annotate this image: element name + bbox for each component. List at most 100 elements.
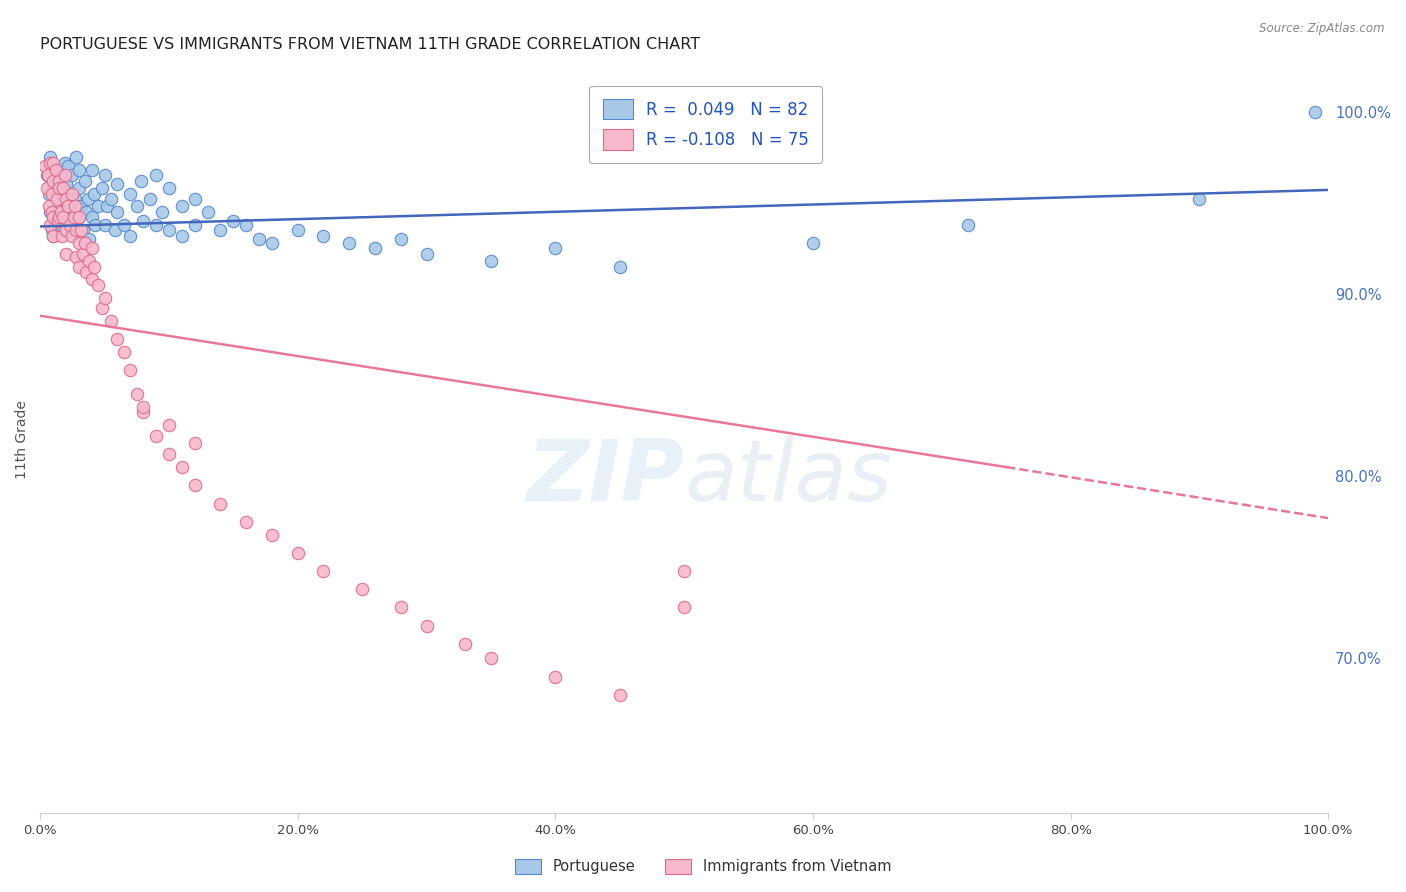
- Point: [58, 159, 80, 173]
- Point: [42, 204, 65, 219]
- Point: [37, 169, 59, 183]
- Point: [63, 199, 86, 213]
- Point: [145, 429, 167, 443]
- Point: [52, 211, 75, 225]
- Point: [42, 159, 65, 173]
- Point: [1188, 192, 1211, 206]
- Point: [105, 178, 128, 192]
- Text: Source: ZipAtlas.com: Source: ZipAtlas.com: [1260, 22, 1385, 36]
- Point: [93, 291, 115, 305]
- Point: [35, 169, 58, 183]
- Legend: R =  0.049   N = 82, R = -0.108   N = 75: R = 0.049 N = 82, R = -0.108 N = 75: [589, 86, 823, 163]
- Point: [389, 232, 412, 246]
- Point: [222, 214, 245, 228]
- Point: [67, 211, 90, 225]
- Point: [55, 192, 77, 206]
- Point: [55, 246, 77, 260]
- Point: [80, 272, 103, 286]
- Point: [60, 186, 83, 201]
- Point: [42, 178, 65, 192]
- Point: [183, 218, 205, 232]
- Point: [70, 223, 93, 237]
- Point: [59, 186, 82, 201]
- Point: [544, 241, 567, 255]
- Point: [100, 314, 122, 328]
- Point: [38, 199, 60, 213]
- Point: [45, 162, 67, 177]
- Point: [609, 260, 631, 274]
- Point: [67, 235, 90, 250]
- Point: [260, 235, 283, 250]
- Point: [60, 169, 83, 183]
- Point: [415, 618, 437, 632]
- Point: [183, 436, 205, 450]
- Point: [76, 204, 98, 219]
- Point: [41, 223, 63, 237]
- Point: [80, 162, 103, 177]
- Point: [105, 333, 128, 347]
- Point: [48, 181, 70, 195]
- Point: [209, 496, 232, 510]
- Point: [76, 265, 98, 279]
- Point: [479, 254, 502, 268]
- Point: [129, 174, 152, 188]
- Point: [42, 174, 65, 188]
- Point: [183, 478, 205, 492]
- Point: [60, 228, 83, 243]
- Text: ZIP: ZIP: [526, 435, 685, 518]
- Point: [125, 199, 148, 213]
- Legend: Portuguese, Immigrants from Vietnam: Portuguese, Immigrants from Vietnam: [509, 853, 897, 880]
- Point: [62, 211, 84, 225]
- Point: [100, 192, 122, 206]
- Point: [48, 192, 70, 206]
- Point: [48, 211, 70, 225]
- Point: [157, 418, 180, 433]
- Point: [287, 546, 309, 560]
- Point: [87, 199, 110, 213]
- Point: [39, 150, 62, 164]
- Point: [55, 178, 77, 192]
- Point: [52, 181, 75, 195]
- Point: [91, 181, 114, 195]
- Point: [80, 211, 103, 225]
- Point: [132, 214, 155, 228]
- Point: [63, 192, 86, 206]
- Point: [67, 162, 90, 177]
- Point: [67, 211, 90, 225]
- Point: [53, 169, 76, 183]
- Point: [45, 192, 67, 206]
- Point: [312, 228, 335, 243]
- Point: [389, 600, 412, 615]
- Point: [956, 218, 979, 232]
- Point: [312, 564, 335, 578]
- Point: [209, 223, 232, 237]
- Point: [72, 246, 94, 260]
- Point: [77, 232, 100, 246]
- Point: [65, 150, 87, 164]
- Point: [1303, 104, 1326, 119]
- Point: [39, 218, 62, 232]
- Point: [34, 159, 56, 173]
- Point: [170, 199, 193, 213]
- Point: [77, 254, 100, 268]
- Point: [42, 228, 65, 243]
- Point: [84, 218, 107, 232]
- Point: [157, 447, 180, 461]
- Point: [83, 260, 105, 274]
- Point: [287, 223, 309, 237]
- Point: [157, 223, 180, 237]
- Point: [112, 345, 135, 359]
- Point: [352, 582, 374, 597]
- Point: [235, 515, 257, 529]
- Point: [48, 174, 70, 188]
- Point: [93, 169, 115, 183]
- Point: [132, 400, 155, 414]
- Point: [59, 218, 82, 232]
- Point: [41, 186, 63, 201]
- Point: [235, 218, 257, 232]
- Text: atlas: atlas: [685, 435, 893, 518]
- Point: [39, 155, 62, 169]
- Point: [80, 241, 103, 255]
- Point: [76, 192, 98, 206]
- Point: [62, 211, 84, 225]
